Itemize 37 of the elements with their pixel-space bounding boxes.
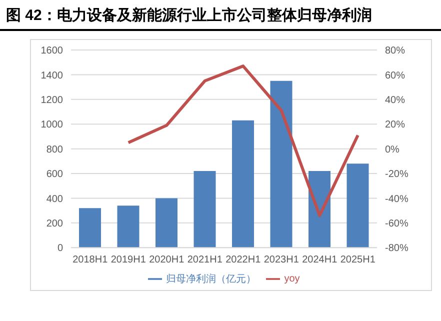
- y2-tick-label: -60%: [385, 218, 408, 230]
- x-tick-label: 2024H1: [302, 254, 338, 266]
- y2-tick-label: 60%: [385, 70, 406, 82]
- bar: [346, 164, 369, 248]
- legend-label: 归母净利润（亿元）: [166, 274, 256, 285]
- y-tick-label: 1400: [40, 70, 64, 82]
- y-tick-label: 800: [46, 144, 64, 156]
- x-tick-label: 2023H1: [264, 254, 300, 266]
- y-tick-label: 1600: [40, 46, 64, 57]
- y-tick-label: 200: [46, 218, 64, 230]
- y-tick-label: 1000: [40, 120, 64, 131]
- line-series: [126, 64, 360, 218]
- x-tick-label: 2021H1: [187, 254, 223, 266]
- bar: [232, 120, 254, 248]
- y2-tick-label: 40%: [385, 94, 406, 106]
- x-tick-label: 2022H1: [226, 254, 262, 266]
- bar: [270, 80, 292, 248]
- y2-tick-label: 0%: [385, 144, 400, 156]
- x-tick-label: 2019H1: [110, 254, 146, 266]
- bar: [79, 208, 101, 248]
- y-tick-label: 1200: [40, 94, 64, 106]
- y2-tick-label: -80%: [385, 243, 408, 254]
- legend-label: yoy: [284, 274, 300, 285]
- bar: [194, 171, 216, 248]
- bar: [156, 198, 178, 248]
- y-tick-label: 600: [46, 169, 64, 180]
- bar: [117, 206, 140, 248]
- x-tick-label: 2018H1: [72, 254, 108, 266]
- x-tick-label: 2020H1: [149, 254, 185, 266]
- chart-title: 图 42：电力设备及新能源行业上市公司整体归母净利润: [0, 0, 441, 31]
- y2-tick-label: -20%: [385, 169, 408, 180]
- y2-tick-label: -40%: [385, 194, 408, 205]
- y2-tick-label: 80%: [385, 46, 406, 57]
- x-tick-label: 2025H1: [340, 254, 376, 266]
- y-tick-label: 400: [46, 194, 64, 205]
- y2-tick-label: 20%: [385, 120, 406, 131]
- y-tick-label: 0: [57, 243, 64, 254]
